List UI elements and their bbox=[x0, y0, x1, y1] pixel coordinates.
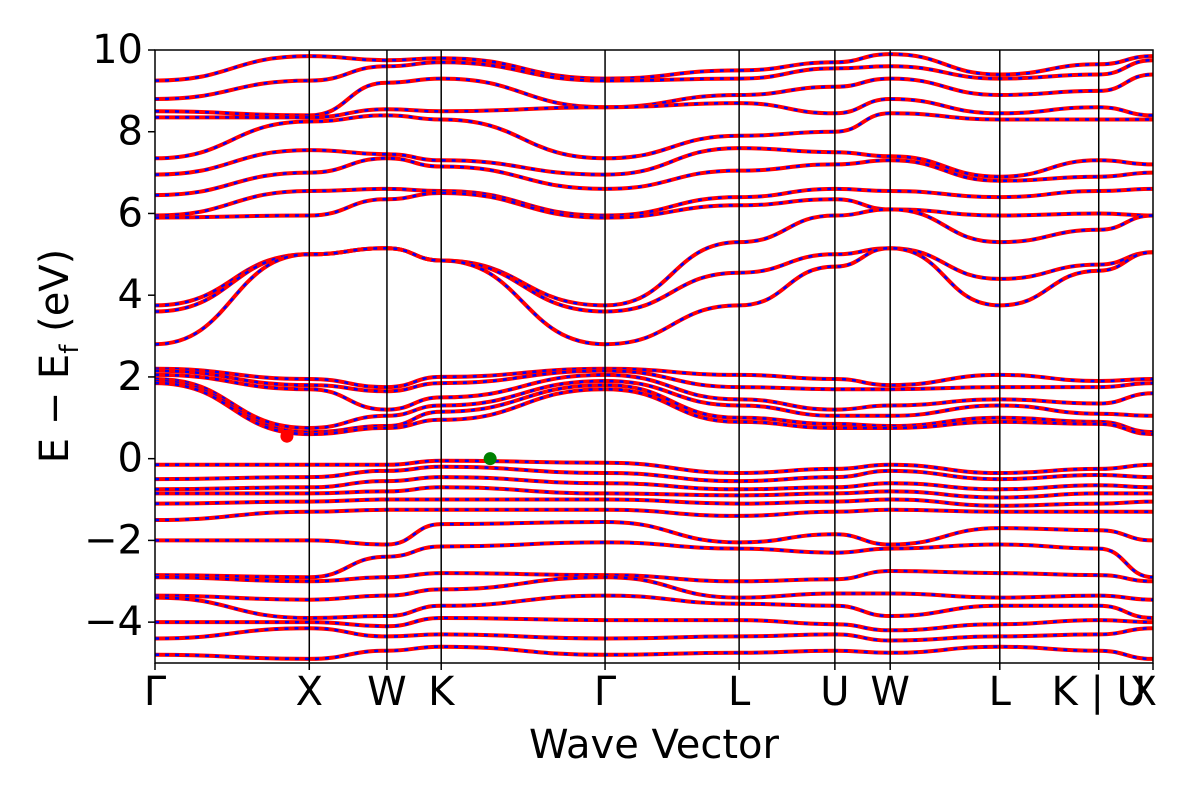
marker-conduction-band-minimum bbox=[280, 429, 294, 443]
band-23-dashed bbox=[155, 508, 1153, 522]
band-21-dashed bbox=[155, 486, 1153, 499]
band-20-dashed bbox=[155, 475, 1153, 491]
band-7-solid bbox=[155, 186, 1153, 218]
markers-layer bbox=[280, 429, 497, 466]
x-tick-label: K | U bbox=[1052, 669, 1146, 715]
band-12-dashed bbox=[155, 367, 1153, 389]
y-tick-label: 0 bbox=[118, 436, 143, 482]
band-14-dashed bbox=[155, 373, 1153, 411]
band-18-dashed bbox=[155, 459, 1153, 475]
band-30-solid bbox=[155, 626, 1153, 643]
y-axis-label: E − Ef (eV) bbox=[32, 249, 85, 464]
x-tick-label: L bbox=[989, 669, 1012, 715]
band-17-dashed bbox=[155, 381, 1153, 436]
band-26-dashed bbox=[155, 569, 1153, 583]
marker-valence-band-maximum bbox=[483, 452, 497, 466]
x-tick-label: K bbox=[428, 669, 456, 715]
band-28-dashed bbox=[155, 594, 1153, 620]
band-9-dashed bbox=[155, 208, 1153, 307]
band-13-dashed bbox=[155, 369, 1153, 393]
bands-layer bbox=[155, 52, 1153, 661]
band-3-dashed bbox=[155, 97, 1153, 119]
y-tick-label: 4 bbox=[118, 272, 143, 318]
y-tick-label: −4 bbox=[84, 599, 143, 645]
x-tick-label: L bbox=[728, 669, 751, 715]
band-22-solid bbox=[155, 497, 1153, 508]
band-25-dashed bbox=[155, 541, 1153, 579]
band-6-dashed bbox=[155, 157, 1153, 197]
y-tick-label: 2 bbox=[118, 354, 143, 400]
y-tick-label: 8 bbox=[118, 109, 143, 155]
band-22-dashed bbox=[155, 498, 1153, 507]
x-axis-label: Wave Vector bbox=[529, 722, 780, 768]
x-tick-label: U bbox=[820, 669, 849, 715]
band-31-solid bbox=[155, 644, 1153, 661]
band-7-dashed bbox=[155, 187, 1153, 217]
x-tick-label: W bbox=[367, 669, 407, 715]
band-29-dashed bbox=[155, 616, 1153, 632]
x-tick-label: X bbox=[296, 669, 323, 715]
band-11-solid bbox=[155, 246, 1153, 347]
x-tick-label: Γ bbox=[144, 669, 167, 715]
band-30-dashed bbox=[155, 627, 1153, 642]
band-18-solid bbox=[155, 458, 1153, 476]
x-tick-label: X bbox=[1130, 669, 1157, 715]
y-axis-label-subscript: f bbox=[55, 344, 85, 354]
band-8-dashed bbox=[155, 191, 1153, 219]
band-0-dashed bbox=[155, 52, 1153, 82]
high-symmetry-lines bbox=[308, 50, 1100, 663]
y-tick-label: 6 bbox=[118, 190, 143, 236]
plot-frame bbox=[154, 49, 1154, 664]
y-axis: 10 8 6 4 2 0 −2 −4 bbox=[84, 27, 155, 645]
y-axis-label-prefix: E − E bbox=[32, 354, 78, 464]
y-axis-label-suffix: (eV) bbox=[32, 249, 78, 345]
band-24-solid bbox=[155, 519, 1153, 547]
band-15-solid bbox=[155, 377, 1153, 431]
y-tick-label: −2 bbox=[84, 517, 143, 563]
band-24-dashed bbox=[155, 520, 1153, 546]
band-4-dashed bbox=[155, 112, 1153, 160]
x-tick-label: Γ bbox=[594, 669, 617, 715]
band-19-dashed bbox=[155, 465, 1153, 483]
x-tick-label: W bbox=[870, 669, 910, 715]
band-1-dashed bbox=[155, 58, 1153, 101]
band-16-dashed bbox=[155, 379, 1153, 434]
band-31-dashed bbox=[155, 645, 1153, 661]
y-tick-label: 10 bbox=[92, 27, 143, 73]
band-27-dashed bbox=[155, 575, 1153, 601]
band-5-dashed bbox=[155, 146, 1153, 178]
band-2-dashed bbox=[155, 73, 1153, 117]
band-11-dashed bbox=[155, 246, 1153, 346]
